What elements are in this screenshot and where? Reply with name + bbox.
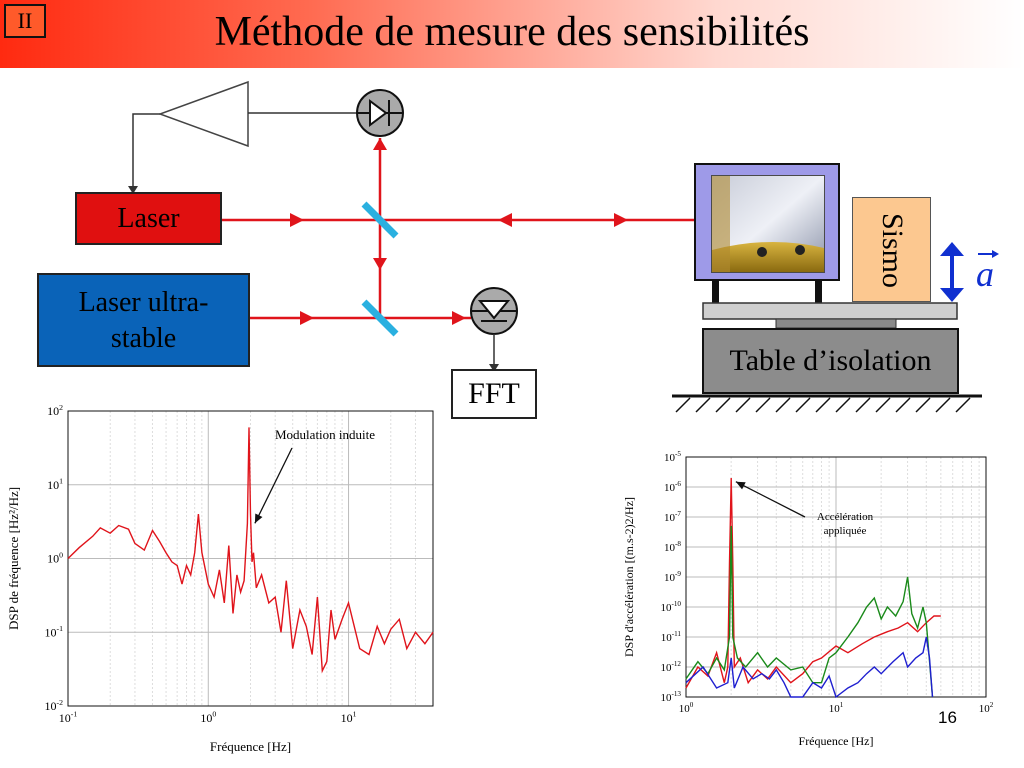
series-line-2 [685, 525, 934, 698]
sismo-box: Sismo [852, 197, 931, 302]
fft-label: FFT [468, 377, 520, 410]
annotation-arrow [735, 481, 806, 518]
y-axis-label: DSP d'accélération [(m.s-2)2/Hz] [622, 497, 636, 657]
series-line-1 [67, 427, 434, 674]
y-tick-label: 10-10 [660, 600, 681, 614]
x-axis-label: Fréquence [Hz] [210, 739, 291, 754]
amplifier-icon [157, 80, 249, 148]
x-axis-label: Fréquence [Hz] [799, 734, 874, 748]
acceleration-symbol: a [976, 254, 994, 294]
photodiode-bottom-icon [470, 287, 518, 335]
x-tick-label: 100 [200, 710, 216, 725]
x-tick-label: 101 [341, 710, 357, 725]
y-axis-label: DSP de fréquence [Hz²/Hz] [6, 487, 21, 630]
isolation-table-label: Table d’isolation [729, 344, 932, 377]
fft-box: FFT [451, 369, 537, 419]
photodiode-top-icon [356, 89, 404, 137]
annotation-arrow [254, 447, 293, 524]
annotation-label: Accélération appliquée [817, 511, 874, 537]
annotation-arrowhead [254, 513, 263, 524]
series-line-3 [685, 636, 934, 699]
y-tick-label: 10-2 [45, 698, 64, 713]
laser-box: Laser [75, 192, 222, 245]
acceleration-dsp-chart: 100 101 102 10-13 10-12 10-11 10-10 10-9 10-8 10-… [622, 450, 994, 748]
x-tick-label: 101 [829, 701, 844, 715]
laser-ultra-stable-box: Laser ultra- stable [37, 273, 250, 367]
laser-label: Laser [117, 203, 180, 234]
y-tick-label: 10-12 [660, 660, 681, 674]
isolation-table-box: Table d’isolation [702, 328, 959, 394]
y-tick-label: 10-5 [664, 450, 681, 464]
slide-title: Méthode de mesure des sensibilités [214, 9, 810, 55]
y-tick-label: 10-13 [660, 690, 681, 704]
x-tick-label: 102 [979, 701, 994, 715]
acceleration-arrow-icon [940, 242, 964, 302]
y-tick-label: 101 [47, 477, 63, 492]
y-tick-label: 102 [47, 403, 63, 418]
laser-ultra-label-line1: Laser ultra- [78, 287, 209, 318]
y-tick-label: 10-9 [664, 570, 681, 584]
series-line-1 [685, 477, 941, 689]
y-tick-label: 10-8 [664, 540, 681, 554]
title-bar: II Méthode de mesure des sensibilités [0, 0, 1024, 68]
y-tick-label: 10-1 [45, 624, 64, 639]
page-number: 16 [938, 708, 957, 727]
annotation-arrowhead [735, 481, 746, 490]
section-badge: II [4, 4, 46, 38]
beamsplitter-bottom [361, 299, 399, 337]
x-tick-label: 100 [679, 701, 694, 715]
y-tick-label: 10-6 [664, 480, 681, 494]
x-tick-label: 10-1 [59, 710, 78, 725]
y-tick-label: 10-7 [664, 510, 681, 524]
laser-ultra-label-line2: stable [110, 323, 177, 354]
annotation-label: Modulation induite [275, 427, 375, 442]
sismo-label: Sismo [876, 212, 909, 289]
optical-setup-diagram: a [128, 80, 999, 413]
y-tick-label: 10-11 [661, 630, 682, 644]
y-tick-label: 100 [47, 550, 63, 565]
beamsplitter-top [361, 201, 399, 239]
